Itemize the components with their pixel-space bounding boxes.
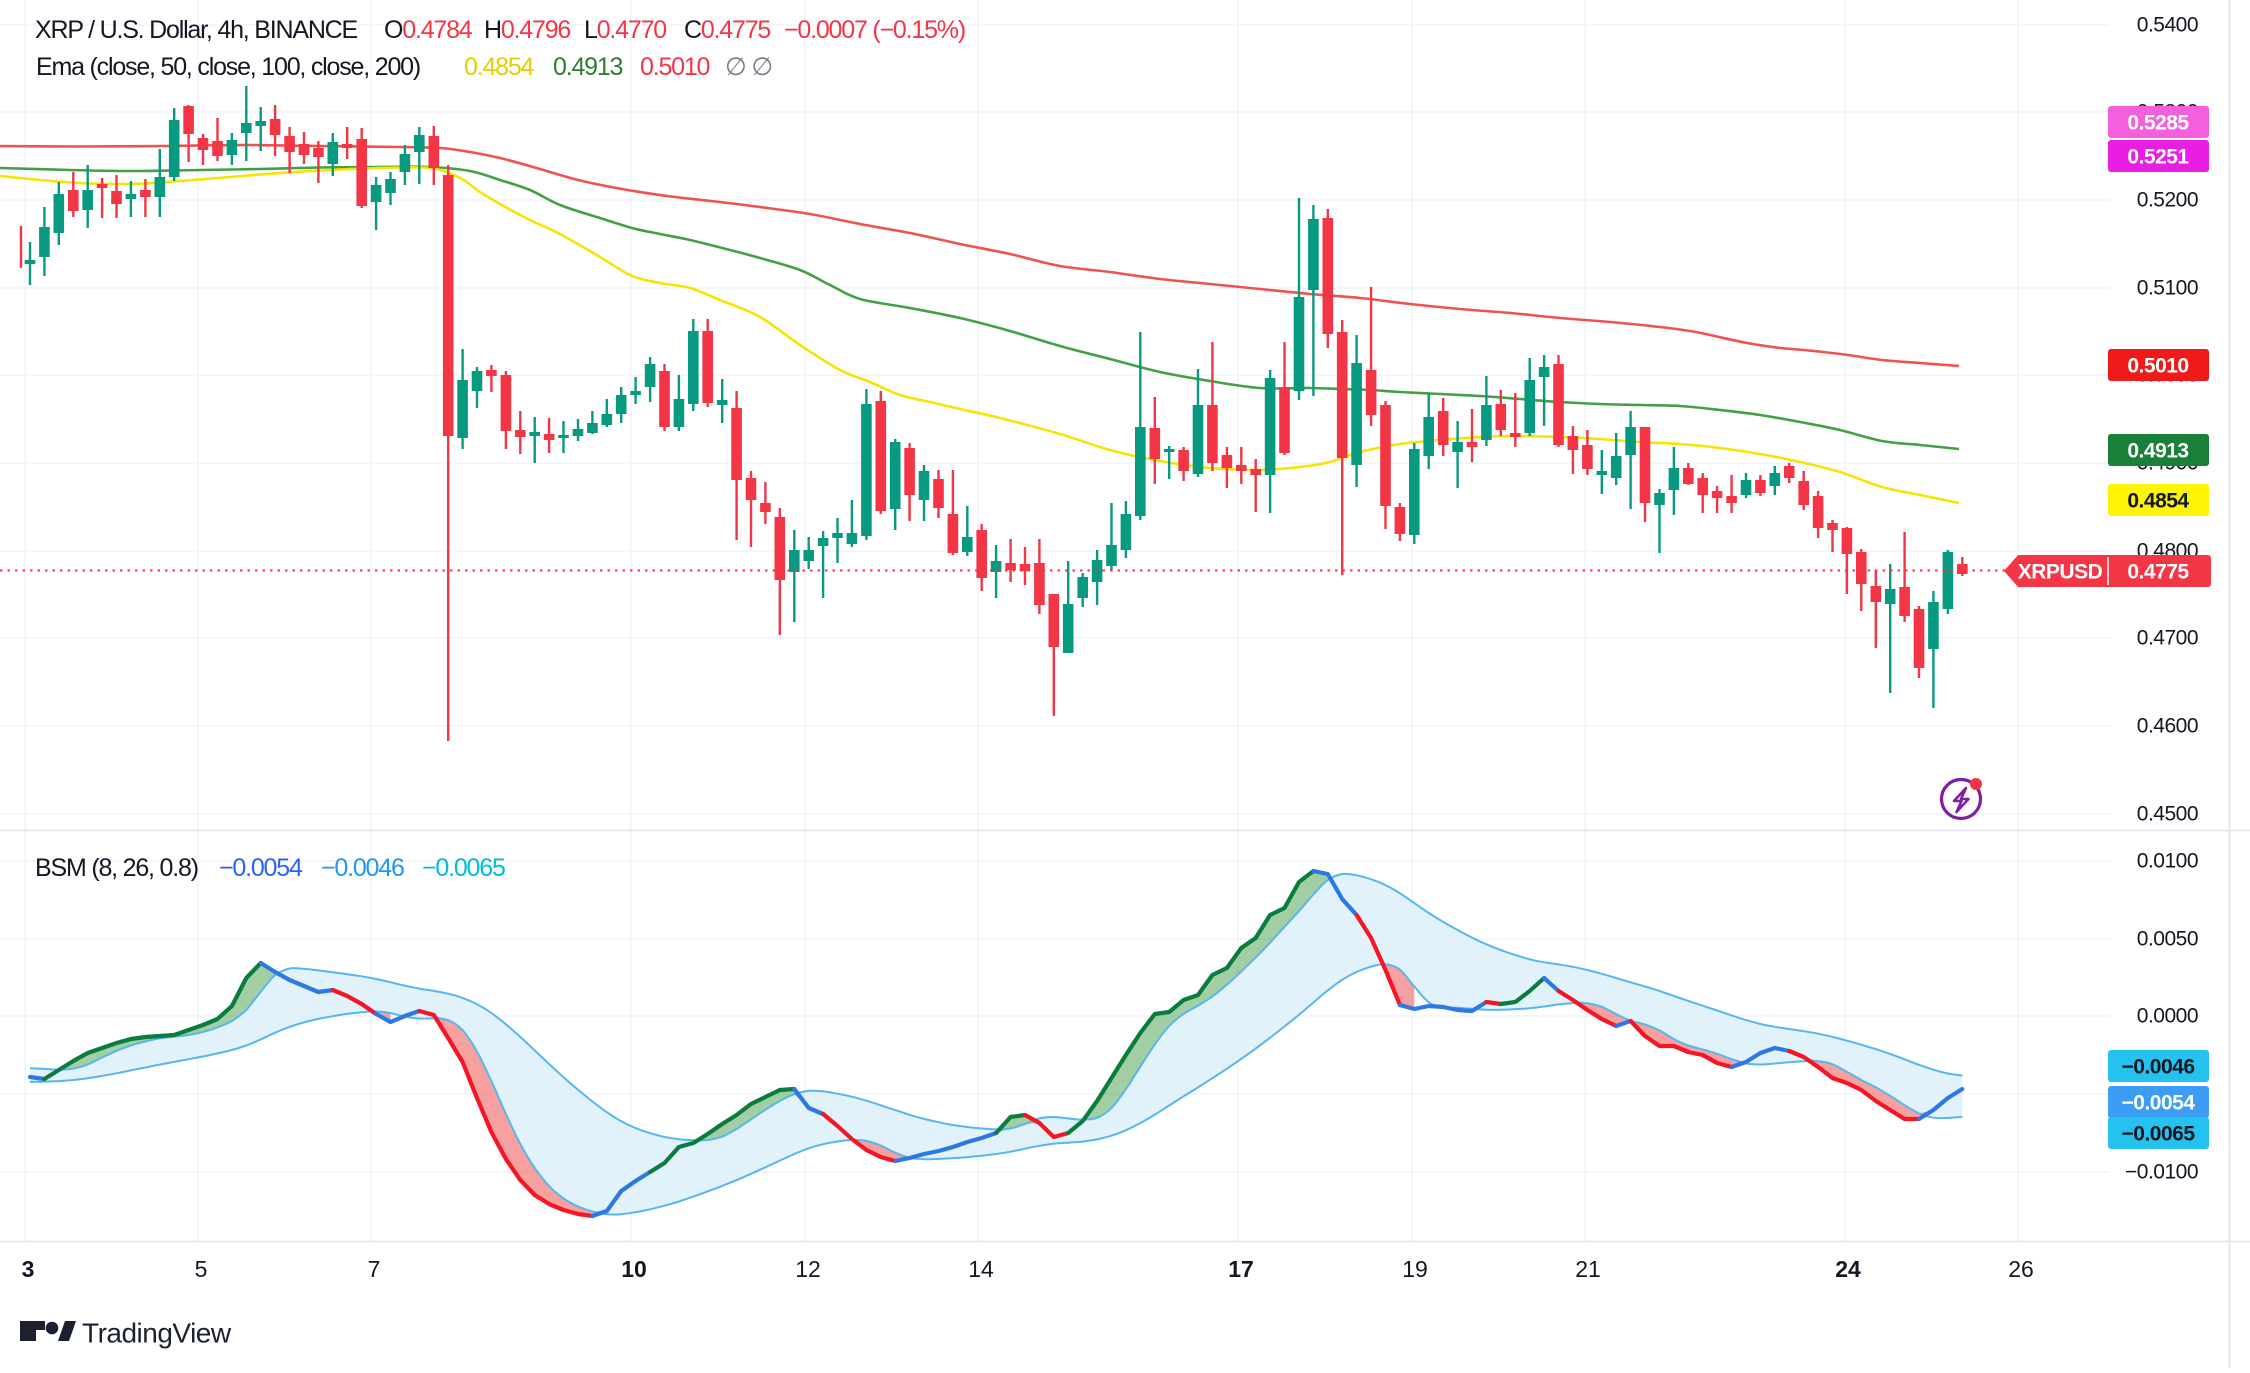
svg-text:0.4500: 0.4500 bbox=[2137, 803, 2198, 826]
svg-text:0.4913: 0.4913 bbox=[2127, 440, 2188, 463]
svg-text:−0.0100: −0.0100 bbox=[2125, 1161, 2198, 1184]
svg-text:−0.0007 (−0.15%): −0.0007 (−0.15%) bbox=[784, 16, 965, 44]
svg-text:0.0050: 0.0050 bbox=[2137, 928, 2198, 951]
svg-text:−0.0065: −0.0065 bbox=[2122, 1123, 2196, 1146]
svg-text:19: 19 bbox=[1402, 1256, 1428, 1282]
svg-text:TradingView: TradingView bbox=[82, 1318, 232, 1349]
svg-text:−0.0054: −0.0054 bbox=[219, 854, 303, 882]
svg-text:−0.0046: −0.0046 bbox=[2122, 1056, 2195, 1079]
svg-text:0.5285: 0.5285 bbox=[2127, 112, 2189, 135]
svg-text:0.5010: 0.5010 bbox=[640, 53, 710, 81]
svg-text:12: 12 bbox=[795, 1256, 821, 1282]
svg-text:0.5251: 0.5251 bbox=[2127, 146, 2189, 169]
svg-text:10: 10 bbox=[621, 1256, 647, 1282]
svg-text:14: 14 bbox=[968, 1256, 994, 1282]
svg-text:21: 21 bbox=[1575, 1256, 1601, 1282]
svg-text:∅ ∅: ∅ ∅ bbox=[725, 53, 772, 81]
svg-text:0.5200: 0.5200 bbox=[2137, 189, 2198, 212]
svg-text:0.4775: 0.4775 bbox=[2127, 561, 2189, 584]
svg-text:H0.4796: H0.4796 bbox=[484, 16, 570, 44]
svg-text:XRPUSD: XRPUSD bbox=[2018, 561, 2103, 584]
svg-text:0.4600: 0.4600 bbox=[2137, 715, 2198, 738]
svg-text:−0.0046: −0.0046 bbox=[321, 854, 404, 882]
svg-text:0.4854: 0.4854 bbox=[464, 53, 535, 81]
svg-text:17: 17 bbox=[1228, 1256, 1254, 1282]
svg-text:0.4854: 0.4854 bbox=[2127, 490, 2189, 513]
svg-text:−0.0065: −0.0065 bbox=[422, 854, 505, 882]
svg-text:C0.4775: C0.4775 bbox=[684, 16, 770, 44]
svg-text:0.5100: 0.5100 bbox=[2137, 277, 2198, 300]
svg-text:O0.4784: O0.4784 bbox=[384, 16, 473, 44]
svg-text:3: 3 bbox=[22, 1256, 35, 1282]
svg-text:BSM (8, 26, 0.8): BSM (8, 26, 0.8) bbox=[35, 854, 198, 882]
svg-text:26: 26 bbox=[2008, 1256, 2034, 1282]
svg-text:0.0000: 0.0000 bbox=[2137, 1005, 2198, 1028]
svg-text:XRP / U.S. Dollar, 4h, BINANCE: XRP / U.S. Dollar, 4h, BINANCE bbox=[35, 16, 358, 44]
svg-text:5: 5 bbox=[195, 1256, 208, 1282]
svg-text:0.4913: 0.4913 bbox=[553, 53, 623, 81]
svg-text:−0.0054: −0.0054 bbox=[2122, 1092, 2196, 1115]
svg-text:0.4700: 0.4700 bbox=[2137, 627, 2198, 650]
svg-text:0.0100: 0.0100 bbox=[2137, 850, 2198, 873]
svg-text:L0.4770: L0.4770 bbox=[584, 16, 666, 44]
svg-text:0.5010: 0.5010 bbox=[2127, 355, 2188, 378]
svg-text:0.5400: 0.5400 bbox=[2137, 14, 2198, 37]
svg-text:24: 24 bbox=[1835, 1256, 1861, 1282]
svg-text:7: 7 bbox=[368, 1256, 381, 1282]
svg-text:Ema (close, 50, close, 100, cl: Ema (close, 50, close, 100, close, 200) bbox=[36, 53, 420, 81]
